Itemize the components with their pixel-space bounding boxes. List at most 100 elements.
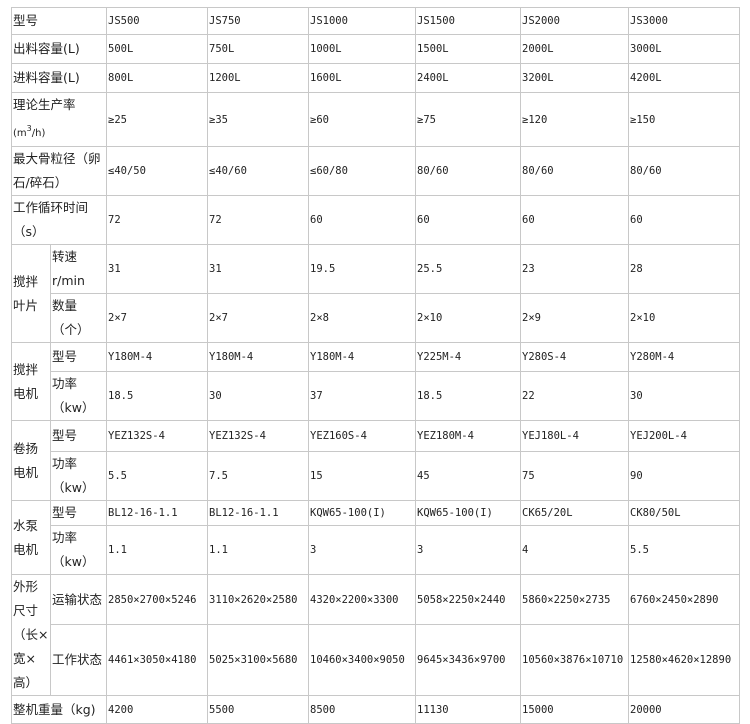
cell-cycle: 60 xyxy=(520,195,629,246)
cell-weight: 20000 xyxy=(628,695,740,724)
cell-rate: ≥35 xyxy=(207,91,309,148)
cell-cycle-text: 72 xyxy=(108,214,121,227)
cell-rate: ≥150 xyxy=(628,91,740,148)
cell-agg-text: ≤40/60 xyxy=(209,165,247,178)
sub-header-sub_model: 型号 xyxy=(50,342,107,373)
cell-out-text: 1500L xyxy=(417,43,449,55)
cell-in: 3200L xyxy=(520,63,629,93)
table-row: 数量（个） 2×7 2×7 2×8 2×10 2×9 2×10 xyxy=(12,293,740,344)
cell-pump_power-text: 5.5 xyxy=(630,544,649,557)
cell-speed-text: 31 xyxy=(108,263,121,276)
cell-pump_model: KQW65-100(I) xyxy=(415,500,521,527)
cell-qty-text: 2×7 xyxy=(108,312,127,325)
cell-weight: 11130 xyxy=(415,695,521,724)
cell-mix_model: Y180M-4 xyxy=(207,342,309,373)
cell-working: 9645×3436×9700 xyxy=(415,623,521,697)
cell-working: 10460×3400×9050 xyxy=(308,623,416,697)
cell-transport-text: 2850×2700×5246 xyxy=(108,593,197,606)
cell-cycle: 60 xyxy=(415,195,521,246)
cell-pump_model: CK80/50L xyxy=(628,500,740,527)
cell-speed-text: 28 xyxy=(630,263,643,276)
table-row: 功率（kw） 1.1 1.1 3 3 4 5.5 xyxy=(12,525,740,576)
unit-text: (m xyxy=(13,128,27,140)
cell-in-text: 2400L xyxy=(417,72,449,84)
cell-speed-text: 23 xyxy=(522,263,535,276)
cell-qty-text: 2×9 xyxy=(522,312,541,325)
cell-mix_power-text: 30 xyxy=(209,390,222,403)
cell-transport-text: 4320×2200×3300 xyxy=(310,593,399,606)
cell-out-text: 1000L xyxy=(310,43,342,55)
table-row: 工作循环时间（s） 72 72 60 60 60 60 xyxy=(11,195,740,246)
cell-speed: 23 xyxy=(520,244,629,295)
cell-in: 1200L xyxy=(207,63,309,93)
cell-hoist_power: 15 xyxy=(308,451,416,502)
cell-working: 5025×3100×5680 xyxy=(207,623,309,697)
cell-hoist_model: YEZ132S-4 xyxy=(106,420,208,453)
cell-agg: ≤60/80 xyxy=(308,146,416,197)
cell-model: JS750 xyxy=(207,7,309,35)
cell-speed: 28 xyxy=(628,244,740,295)
cell-working-text: 10460×3400×9050 xyxy=(310,654,405,667)
row-header-prod_rate-text: 理论生产率 xyxy=(13,97,76,112)
table-row: 出料容量(L) 500L 750L 1000L 1500L 2000L 3000L xyxy=(11,34,740,64)
table-row: 功率（kw） 5.5 7.5 15 45 75 90 xyxy=(12,451,740,502)
unit-text: /h) xyxy=(31,128,46,140)
cell-pump_model-text: CK65/20L xyxy=(522,507,573,520)
cell-qty-text: 2×8 xyxy=(310,312,329,325)
row-header-max_agg-text: 最大骨粒径（卵石/碎石） xyxy=(13,151,101,191)
row-header-model-text: 型号 xyxy=(13,13,39,28)
cell-pump_power-text: 1.1 xyxy=(108,544,127,557)
cell-in: 2400L xyxy=(415,63,521,93)
cell-speed-text: 31 xyxy=(209,263,222,276)
row-header-max_agg: 最大骨粒径（卵石/碎石） xyxy=(11,146,107,197)
cell-rate-text: ≥25 xyxy=(108,113,127,126)
cell-qty-text: 2×10 xyxy=(630,312,656,325)
group-header-hoist_motor-text: 卷扬电机 xyxy=(13,440,39,480)
sub-header-sub_power: 功率（kw） xyxy=(50,525,107,576)
cell-mix_power: 30 xyxy=(628,371,740,422)
sub-header-sub_power: 功率（kw） xyxy=(50,451,107,502)
cell-rate-text: ≥75 xyxy=(417,113,436,126)
cell-agg-text: ≤60/80 xyxy=(310,165,348,178)
row-header-in_cap: 进料容量(L) xyxy=(11,63,107,93)
sub-header-sub_power-text: 功率（kw） xyxy=(52,530,95,570)
cell-hoist_power: 90 xyxy=(628,451,740,502)
dims-cont-text: （长×宽×高） xyxy=(13,627,49,691)
cell-mix_model: Y180M-4 xyxy=(106,342,208,373)
cell-cycle-text: 60 xyxy=(522,214,535,227)
cell-hoist_model: YEZ180M-4 xyxy=(415,420,521,453)
cell-hoist_model-text: YEZ132S-4 xyxy=(108,430,165,443)
sub-header-speed-text: 转速r/min xyxy=(52,249,85,289)
group-header-dims: 外形尺寸 （长×宽×高） xyxy=(11,574,51,697)
cell-qty: 2×10 xyxy=(628,293,740,344)
sub-header-qty: 数量（个） xyxy=(50,293,107,344)
cell-pump_model-text: BL12-16-1.1 xyxy=(209,507,279,520)
cell-weight: 8500 xyxy=(308,695,416,724)
sub-header-transport-text: 运输状态 xyxy=(52,591,103,607)
cell-cycle-text: 60 xyxy=(310,214,323,227)
group-header-blade-text: 搅拌叶片 xyxy=(13,273,39,313)
cell-model: JS1500 xyxy=(415,7,521,35)
cell-pump_model-text: BL12-16-1.1 xyxy=(108,507,178,520)
cell-mix_power: 30 xyxy=(207,371,309,422)
cell-working-text: 10560×3876×10710 xyxy=(522,654,624,667)
sub-header-sub_model-text: 型号 xyxy=(52,349,78,365)
cell-rate: ≥120 xyxy=(520,91,629,148)
cell-hoist_model: YEZ160S-4 xyxy=(308,420,416,453)
cell-mix_power-text: 18.5 xyxy=(417,390,443,403)
cell-mix_power: 37 xyxy=(308,371,416,422)
cell-hoist_power-text: 90 xyxy=(630,470,643,483)
cell-qty-text: 2×10 xyxy=(417,312,443,325)
cell-mix_power: 18.5 xyxy=(415,371,521,422)
cell-mix_model: Y280S-4 xyxy=(520,342,629,373)
cell-agg: ≤40/60 xyxy=(207,146,309,197)
cell-model-text: JS2000 xyxy=(522,15,560,27)
table-row: 水泵电机 型号 BL12-16-1.1 BL12-16-1.1 KQW65-100(I)… xyxy=(11,500,740,576)
cell-pump_model: BL12-16-1.1 xyxy=(207,500,309,527)
cell-mix_power: 22 xyxy=(520,371,629,422)
cell-mix_model: Y280M-4 xyxy=(628,342,740,373)
cell-cycle: 60 xyxy=(308,195,416,246)
cell-pump_model: BL12-16-1.1 xyxy=(106,500,208,527)
cell-model-text: JS750 xyxy=(209,15,241,27)
cell-working-text: 5025×3100×5680 xyxy=(209,654,298,667)
